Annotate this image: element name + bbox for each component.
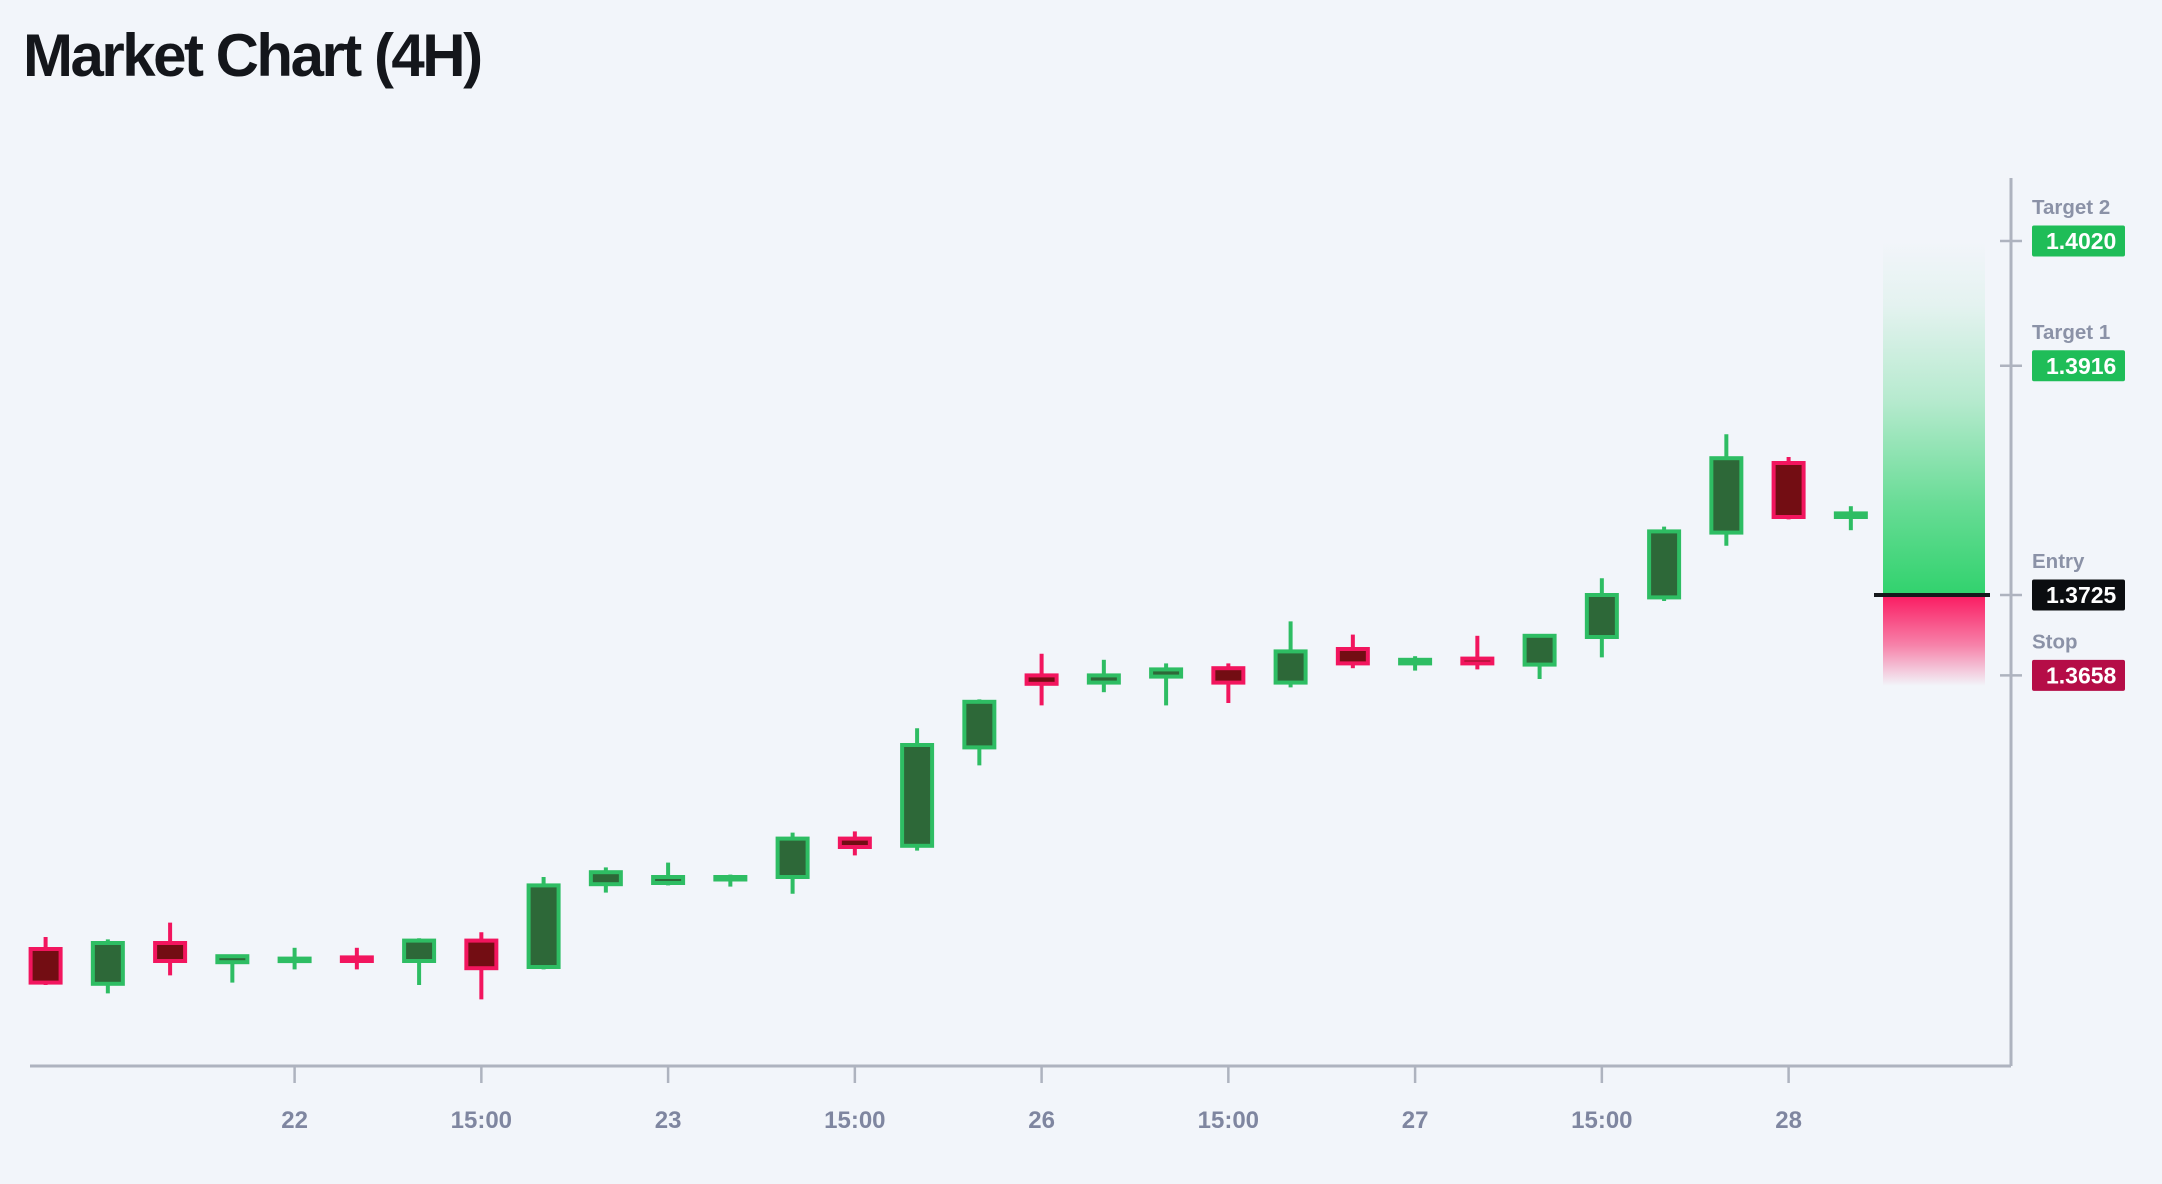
candle[interactable] [526, 877, 561, 970]
candle[interactable] [1584, 578, 1619, 658]
candle-body [1709, 456, 1744, 535]
x-tick-label: 22 [281, 1107, 308, 1134]
candle[interactable] [1709, 434, 1744, 546]
candle[interactable] [1771, 457, 1806, 520]
candle[interactable] [215, 954, 250, 983]
candle-body [1584, 593, 1619, 639]
x-tick-label: 15:00 [1571, 1107, 1632, 1134]
candle-body [1833, 511, 1868, 520]
candle[interactable] [28, 937, 63, 985]
candle-body [651, 875, 686, 885]
target2-badge [2032, 225, 2125, 257]
candle-body [402, 938, 437, 963]
x-tick-label: 23 [655, 1107, 682, 1134]
x-tick-label: 15:00 [824, 1107, 885, 1134]
candle[interactable] [1211, 663, 1246, 703]
x-tick-label: 27 [1402, 1107, 1429, 1134]
candle[interactable] [153, 922, 188, 976]
candle-body [1398, 657, 1433, 666]
candle-body [90, 941, 125, 986]
candle-body [900, 743, 935, 848]
candle-body [713, 875, 748, 882]
candle-body [588, 870, 623, 887]
candle-body [153, 941, 188, 963]
candle-body [1771, 461, 1806, 519]
candle-body [215, 954, 250, 965]
candle-body [339, 955, 374, 964]
candles-group [28, 434, 1868, 1000]
candle[interactable] [277, 947, 312, 970]
candle-body [962, 699, 997, 750]
stop-badge-value: 1.3658 [2046, 662, 2117, 688]
x-tick-label: 15:00 [451, 1107, 512, 1134]
entry-badge-value: 1.3725 [2046, 582, 2117, 608]
candle[interactable] [1335, 634, 1370, 669]
target1-badge [2032, 350, 2125, 382]
candle[interactable] [402, 938, 437, 985]
candle[interactable] [1273, 621, 1308, 688]
target1-label: Target 1 [2032, 321, 2110, 344]
stop-badge [2032, 659, 2125, 691]
candle[interactable] [1086, 659, 1121, 693]
target2-badge-value: 1.4020 [2046, 228, 2116, 254]
candle[interactable] [962, 699, 997, 766]
candle[interactable] [651, 862, 686, 886]
candle[interactable] [1024, 653, 1059, 706]
entry-label: Entry [2032, 550, 2085, 573]
candle[interactable] [1647, 526, 1682, 601]
candle[interactable] [1149, 663, 1184, 706]
candle[interactable] [464, 932, 499, 1000]
candle-body [1335, 647, 1370, 666]
candle-body [837, 836, 872, 849]
candle[interactable] [1460, 635, 1495, 670]
entry-badge [2032, 579, 2125, 611]
candle[interactable] [900, 728, 935, 851]
candle-body [277, 956, 312, 964]
candle[interactable] [1398, 656, 1433, 671]
page-title: Market Chart (4H) [23, 22, 483, 89]
candle-body [1086, 673, 1121, 685]
candle-body [1149, 667, 1184, 679]
candle[interactable] [90, 939, 125, 994]
loss-zone [1883, 595, 1985, 686]
candle-body [1647, 529, 1682, 600]
target1-badge-value: 1.3916 [2046, 353, 2116, 379]
candle[interactable] [775, 832, 810, 894]
candle[interactable] [713, 874, 748, 887]
candle-body [1273, 649, 1308, 685]
candle-body [464, 938, 499, 971]
x-tick-label: 26 [1028, 1107, 1055, 1134]
candle-body [775, 836, 810, 879]
candle[interactable] [1522, 633, 1557, 679]
candle-body [1024, 673, 1059, 686]
stop-label: Stop [2032, 630, 2078, 653]
candle-body [28, 947, 63, 985]
candle-body [1460, 656, 1495, 666]
candle-body [526, 883, 561, 970]
candle[interactable] [1833, 506, 1868, 531]
candle-body [1522, 633, 1557, 667]
target2-label: Target 2 [2032, 196, 2110, 219]
profit-zone [1883, 241, 1985, 595]
candle[interactable] [339, 947, 374, 970]
candle-body [1211, 666, 1246, 685]
candle[interactable] [588, 867, 623, 893]
x-tick-label: 15:00 [1198, 1107, 1259, 1134]
candle[interactable] [837, 831, 872, 856]
x-tick-label: 28 [1775, 1107, 1802, 1134]
